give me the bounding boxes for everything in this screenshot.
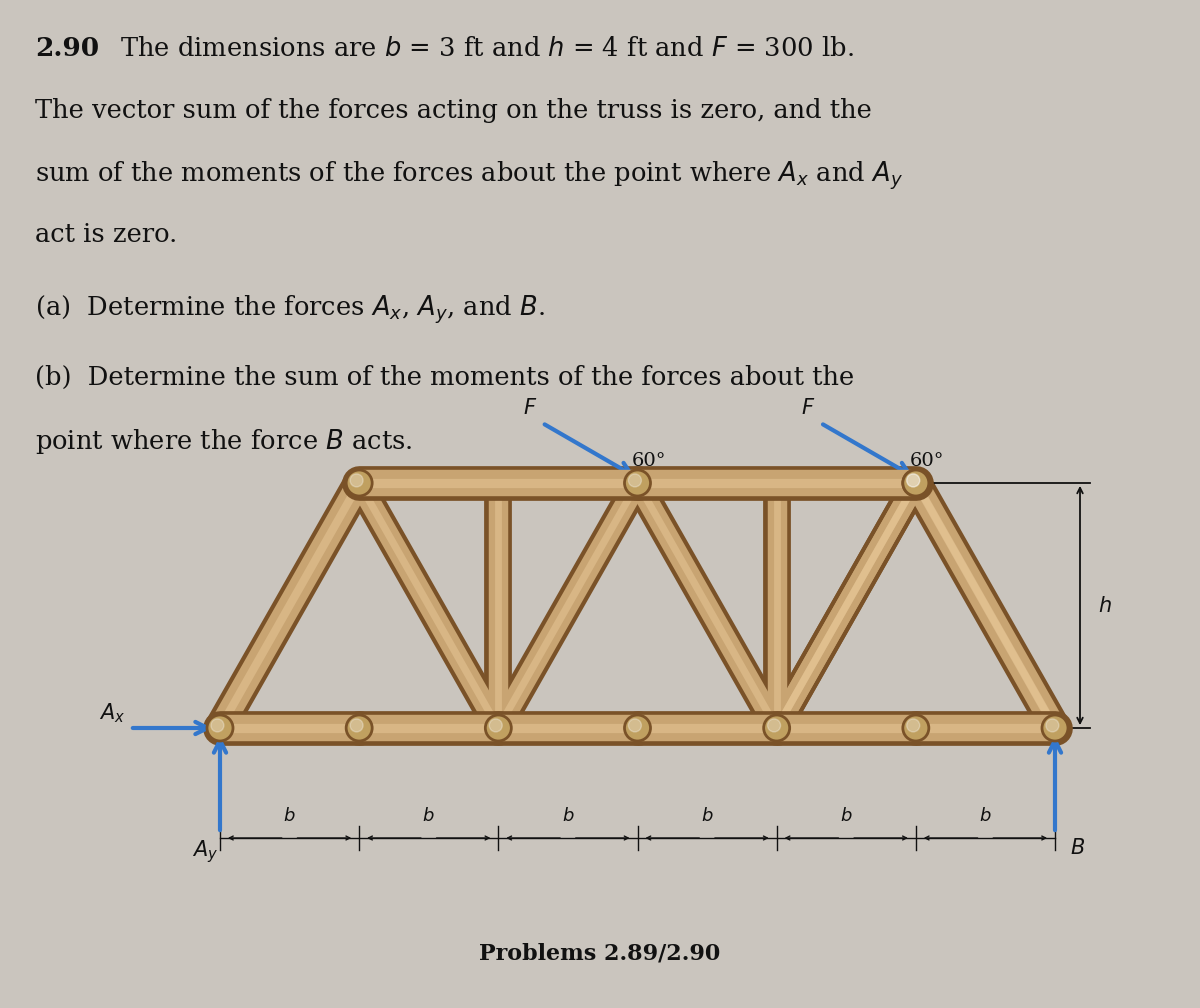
Text: $b$: $b$ (283, 807, 296, 825)
Circle shape (907, 474, 919, 487)
Text: 60°: 60° (631, 452, 666, 470)
Text: sum of the moments of the forces about the point where $A_x$ and $A_y$: sum of the moments of the forces about t… (35, 160, 902, 193)
Text: $B$: $B$ (1070, 838, 1085, 858)
Circle shape (902, 470, 929, 496)
Text: The dimensions are $b$ = 3 ft and $h$ = 4 ft and $F$ = 300 lb.: The dimensions are $b$ = 3 ft and $h$ = … (120, 36, 853, 61)
Circle shape (629, 719, 642, 732)
Text: 2.90: 2.90 (35, 36, 100, 61)
Text: $b$: $b$ (701, 807, 713, 825)
Text: $F$: $F$ (523, 398, 538, 418)
Circle shape (208, 715, 233, 741)
Circle shape (768, 719, 780, 732)
Circle shape (350, 719, 364, 732)
Circle shape (346, 715, 372, 741)
Text: 60°: 60° (910, 452, 944, 470)
Circle shape (490, 719, 503, 732)
Text: Problems 2.89/2.90: Problems 2.89/2.90 (479, 942, 721, 964)
Text: $b$: $b$ (840, 807, 852, 825)
Circle shape (1042, 715, 1068, 741)
Circle shape (211, 719, 224, 732)
Text: $A_x$: $A_x$ (98, 702, 125, 725)
Circle shape (907, 719, 919, 732)
Circle shape (902, 470, 929, 496)
Text: $h$: $h$ (1098, 596, 1112, 616)
Circle shape (350, 474, 364, 487)
Circle shape (624, 715, 650, 741)
Text: point where the force $B$ acts.: point where the force $B$ acts. (35, 426, 413, 456)
Text: $b$: $b$ (422, 807, 436, 825)
Text: (b)  Determine the sum of the moments of the forces about the: (b) Determine the sum of the moments of … (35, 365, 854, 390)
Text: $A_y$: $A_y$ (192, 838, 218, 865)
Text: (a)  Determine the forces $A_x$, $A_y$, and $B$.: (a) Determine the forces $A_x$, $A_y$, a… (35, 293, 545, 326)
Circle shape (907, 474, 919, 487)
Circle shape (629, 474, 642, 487)
Circle shape (624, 470, 650, 496)
Text: $b$: $b$ (562, 807, 574, 825)
Circle shape (346, 470, 372, 496)
Circle shape (902, 715, 929, 741)
Text: $b$: $b$ (979, 807, 991, 825)
Circle shape (1046, 719, 1058, 732)
Text: $F$: $F$ (802, 398, 816, 418)
Text: act is zero.: act is zero. (35, 222, 178, 247)
Circle shape (763, 715, 790, 741)
Circle shape (485, 715, 511, 741)
Text: The vector sum of the forces acting on the truss is zero, and the: The vector sum of the forces acting on t… (35, 98, 872, 123)
